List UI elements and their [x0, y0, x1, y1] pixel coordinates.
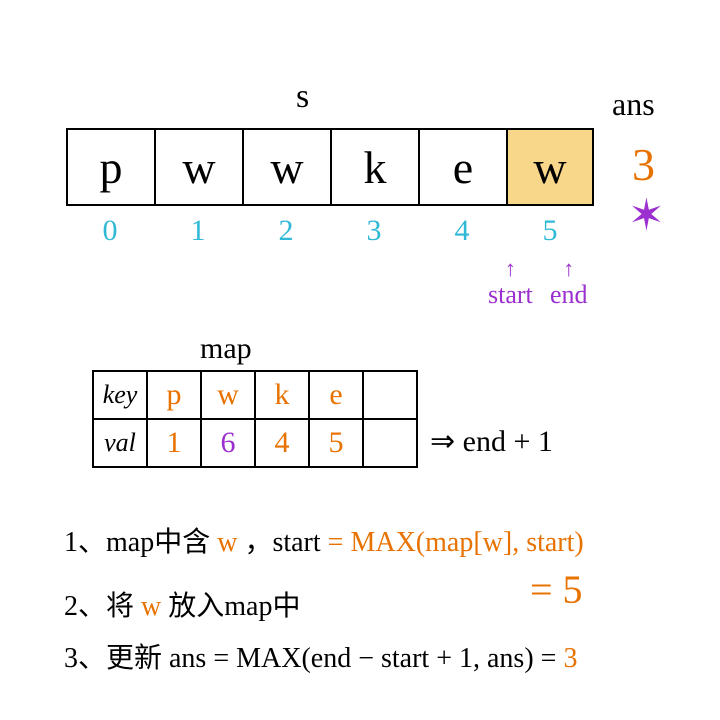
map-val-cell: 4 — [255, 419, 309, 467]
ans-value: 3 — [632, 138, 655, 191]
step1-mid: ，start — [244, 527, 320, 558]
step3-result: 3 — [563, 643, 577, 674]
arrow-up-icon: ↑ — [488, 258, 533, 280]
pointer-start: ↑ start — [488, 258, 533, 310]
map-key-cell: p — [147, 371, 201, 419]
index-label: 4 — [418, 214, 506, 248]
map-key-cell: k — [255, 371, 309, 419]
step-3: 3、更新 ans = MAX(end − start + 1, ans) = 3 — [64, 640, 577, 678]
string-cell: w — [154, 128, 242, 206]
index-label: 2 — [242, 214, 330, 248]
string-array: pwwkew — [66, 128, 594, 206]
string-cell: p — [66, 128, 154, 206]
string-cell: k — [330, 128, 418, 206]
map-val-cell — [363, 419, 417, 467]
map-val-header: val — [93, 419, 147, 467]
step-2: 2、将 w 放入map中 — [64, 588, 300, 626]
index-row: 012345 — [66, 214, 594, 248]
map-note: ⇒ end + 1 — [430, 424, 553, 459]
pointer-start-label: start — [488, 280, 533, 310]
step2-w: w — [141, 591, 161, 622]
pointer-end-label: end — [550, 280, 588, 310]
index-label: 1 — [154, 214, 242, 248]
map-val-cell: 6 — [201, 419, 255, 467]
star-icon: ✶ — [628, 190, 665, 241]
step1-w: w — [217, 527, 237, 558]
index-label: 0 — [66, 214, 154, 248]
step1-result: = 5 — [530, 566, 583, 613]
index-label: 3 — [330, 214, 418, 248]
map-val-cell: 1 — [147, 419, 201, 467]
diagram-canvas: s pwwkew 012345 ans 3 ✶ ↑ start ↑ end ma… — [0, 0, 720, 720]
map-val-cell: 5 — [309, 419, 363, 467]
map-key-cell: w — [201, 371, 255, 419]
ans-label: ans — [612, 86, 655, 123]
step2-prefix: 2、将 — [64, 591, 134, 622]
string-label: s — [296, 78, 309, 116]
map-key-header: key — [93, 371, 147, 419]
step2-suffix: 放入map中 — [168, 591, 300, 622]
pointer-end: ↑ end — [550, 258, 588, 310]
step-1: 1、map中含 w ，start = MAX(map[w], start) — [64, 524, 584, 562]
map-key-cell: e — [309, 371, 363, 419]
map-table: keypwke val1645 — [92, 370, 418, 468]
map-key-cell — [363, 371, 417, 419]
arrow-up-icon: ↑ — [550, 258, 588, 280]
string-cell: w — [242, 128, 330, 206]
map-label: map — [200, 332, 252, 366]
step3-prefix: 3、更新 ans = MAX(end − start + 1, ans) = — [64, 643, 563, 674]
index-label: 5 — [506, 214, 594, 248]
step1-formula: = MAX(map[w], start) — [328, 527, 584, 558]
string-cell: w — [506, 128, 594, 206]
step1-prefix: 1、map中含 — [64, 527, 210, 558]
string-cell: e — [418, 128, 506, 206]
